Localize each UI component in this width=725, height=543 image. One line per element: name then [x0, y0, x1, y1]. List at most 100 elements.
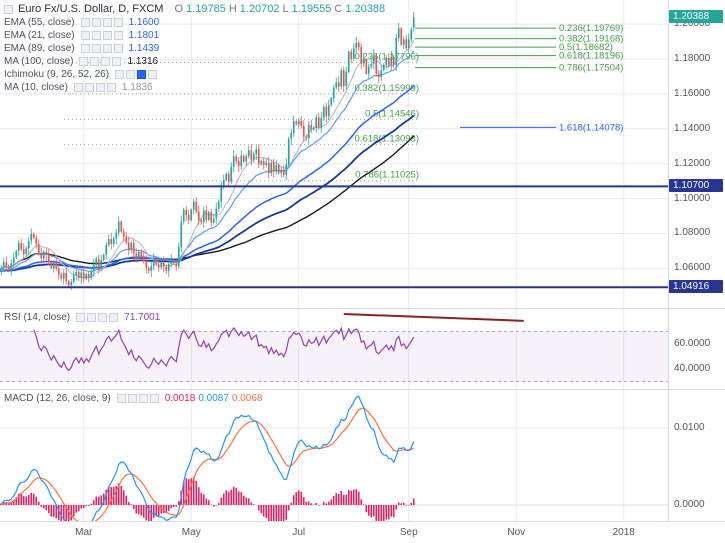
pane-separator[interactable] — [0, 389, 725, 390]
indicator-label: Ichimoku (9, 26, 52, 26) — [4, 69, 110, 80]
price-axis-separator — [668, 0, 669, 521]
macd-legend: MACD (12, 26, close, 9) 0.0018 0.0087 0.… — [4, 393, 263, 404]
pane-separator[interactable] — [0, 308, 725, 309]
settings-icon[interactable] — [84, 83, 94, 92]
indicator-label: EMA (21, close) — [4, 30, 75, 41]
svg-text:0.382(1.19168): 0.382(1.19168) — [559, 34, 623, 45]
delete-icon[interactable] — [101, 57, 111, 66]
high-value: 1.20702 — [239, 3, 280, 15]
macd-signal-value: 0.0068 — [231, 393, 263, 404]
open-value: 1.19785 — [186, 3, 226, 15]
settings-icon[interactable] — [87, 313, 97, 322]
time-axis-label: Jul — [292, 527, 306, 538]
time-axis-separator — [0, 521, 725, 522]
visibility-icon[interactable] — [73, 83, 83, 92]
svg-text:1.618(1.14078): 1.618(1.14078) — [559, 122, 623, 133]
visibility-icon[interactable] — [115, 70, 125, 79]
legend-collapse-icon[interactable] — [4, 5, 13, 14]
indicator-value: 1.1439 — [128, 43, 160, 54]
time-axis-label: Sep — [399, 527, 418, 538]
more-icon[interactable] — [113, 31, 123, 40]
open-label: O — [174, 3, 184, 15]
high-label: H — [228, 3, 237, 15]
axis-label: 40.0000 — [674, 363, 711, 374]
delete-icon[interactable] — [102, 18, 112, 27]
svg-text:0.5(1.18682): 0.5(1.18682) — [559, 42, 613, 53]
low-value: 1.19555 — [291, 3, 332, 15]
axis-label: 1.20000 — [674, 18, 711, 30]
visibility-icon[interactable] — [80, 31, 90, 40]
delete-icon[interactable] — [102, 31, 112, 40]
more-icon[interactable] — [149, 394, 159, 403]
visibility-icon[interactable] — [80, 44, 90, 53]
indicator-row: MA (100, close) 1.1316 — [4, 55, 385, 68]
symbol-title: Euro Fx/U.S. Dollar, D, FXCM — [18, 3, 164, 15]
visibility-icon[interactable] — [79, 57, 89, 66]
indicator-label: EMA (55, close) — [4, 17, 75, 28]
visibility-icon[interactable] — [80, 18, 90, 27]
settings-icon[interactable] — [91, 31, 101, 40]
main-chart-pane[interactable]: 0.236(1.17796) 0.382(1.15999) 0.5(1.14546)… — [0, 0, 668, 308]
axis-label: 1.06000 — [674, 262, 711, 274]
settings-icon[interactable] — [91, 18, 101, 27]
macd-histogram-value: 0.0018 — [164, 393, 196, 404]
more-icon[interactable] — [148, 70, 158, 79]
delete-icon[interactable] — [137, 70, 147, 79]
svg-text:0.236(1.19769): 0.236(1.19769) — [559, 23, 623, 34]
macd-pane[interactable] — [0, 390, 668, 521]
svg-text:0.618(1.18196): 0.618(1.18196) — [559, 51, 623, 62]
axis-label: 1.14000 — [674, 122, 711, 134]
macd-line-value: 0.0087 — [198, 393, 229, 404]
axis-label: 60.0000 — [674, 338, 711, 349]
rsi-pane[interactable] — [0, 309, 668, 389]
axis-label: 0.0000 — [674, 499, 705, 510]
close-value: 1.20388 — [345, 3, 386, 15]
rsi-label: RSI (14, close) — [4, 312, 71, 323]
indicator-label: EMA (89, close) — [4, 43, 75, 54]
low-label: L — [282, 3, 289, 15]
settings-icon[interactable] — [91, 44, 101, 53]
time-axis-label: 2018 — [612, 527, 635, 538]
visibility-icon[interactable] — [76, 313, 86, 322]
delete-icon[interactable] — [138, 394, 148, 403]
visibility-icon[interactable] — [116, 394, 126, 403]
indicator-value: 1.1600 — [128, 17, 160, 28]
delete-icon[interactable] — [95, 83, 105, 92]
time-axis-label: Nov — [507, 527, 526, 538]
more-icon[interactable] — [113, 18, 123, 27]
indicator-row: EMA (89, close) 1.1439 — [4, 42, 385, 55]
delete-icon[interactable] — [98, 313, 108, 322]
time-axis-label: Mar — [75, 527, 93, 538]
settings-icon[interactable] — [126, 70, 136, 79]
rsi-legend: RSI (14, close) 71.7001 — [4, 312, 160, 323]
indicator-value: 1.1801 — [128, 30, 160, 41]
svg-text:0.5(1.14546): 0.5(1.14546) — [365, 108, 419, 119]
svg-text:0.786(1.11025): 0.786(1.11025) — [355, 170, 419, 181]
more-icon[interactable] — [109, 313, 119, 322]
price-badge: 1.04916 — [669, 280, 723, 294]
delete-icon[interactable] — [102, 44, 112, 53]
rsi-value: 71.7001 — [124, 312, 161, 323]
macd-label: MACD (12, 26, close, 9) — [4, 393, 111, 404]
ohlc-values: O 1.19785 H 1.20702 L 1.19555 C 1.20388 — [174, 3, 385, 16]
more-icon[interactable] — [113, 44, 123, 53]
close-label: C — [334, 3, 343, 15]
axis-label: 0.0100 — [674, 422, 705, 433]
axis-label: 1.08000 — [674, 227, 711, 239]
svg-text:0.786(1.17504): 0.786(1.17504) — [559, 63, 623, 74]
price-badge: 1.10700 — [669, 179, 723, 193]
indicator-value: 1.1836 — [121, 82, 153, 93]
more-icon[interactable] — [112, 57, 122, 66]
axis-label: 1.18000 — [674, 52, 711, 64]
settings-icon[interactable] — [90, 57, 100, 66]
more-icon[interactable] — [106, 83, 116, 92]
axis-label: 1.12000 — [674, 157, 711, 169]
indicator-row: EMA (55, close) 1.1600 — [4, 16, 385, 29]
axis-label: 1.10000 — [674, 192, 711, 204]
indicator-row: MA (10, close) 1.1836 — [4, 81, 385, 94]
settings-icon[interactable] — [127, 394, 137, 403]
price-badge: 1.20388 — [669, 10, 723, 24]
